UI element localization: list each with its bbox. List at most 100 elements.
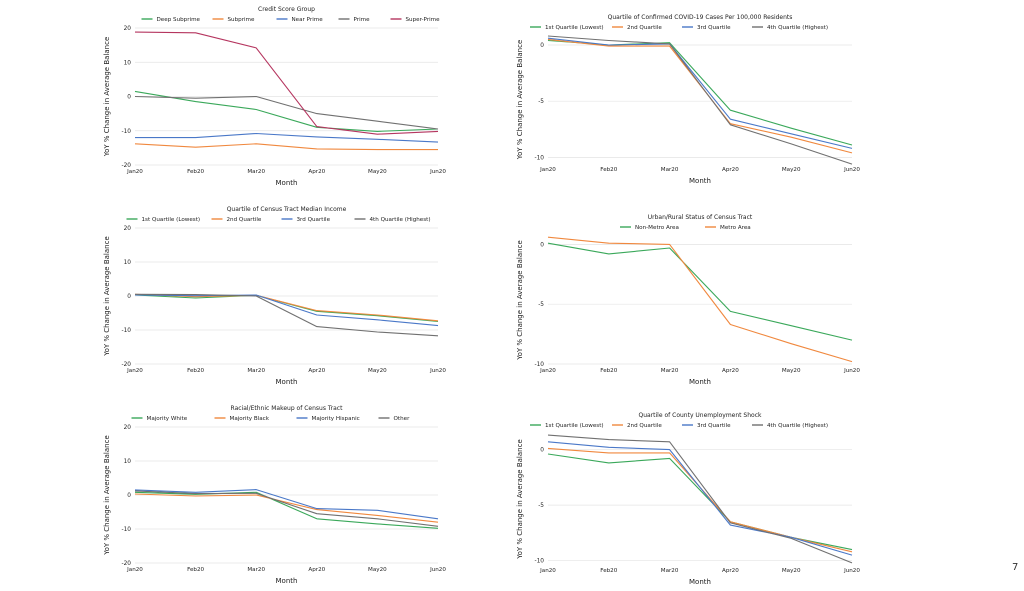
legend-label: Super-Prime [406, 17, 441, 23]
x-tick-label: Mar20 [661, 568, 679, 574]
y-tick-label: -10 [535, 559, 545, 565]
series-line-4th-quartile-highest- [547, 434, 853, 564]
legend-label: 3rd Quartile [297, 217, 331, 223]
chart-6: Quartile of County Unemployment Shock 1st… [516, 412, 860, 586]
y-tick-label: 0 [540, 242, 544, 248]
x-tick-label: Jan20 [539, 368, 556, 374]
series-line-2nd-quartile [547, 447, 853, 553]
y-tick-label: 20 [124, 425, 132, 431]
legend-title: Credit Score Group [258, 6, 315, 13]
x-tick-label: May20 [782, 167, 801, 173]
legend-label: Prime [354, 17, 371, 23]
legend-label: 1st Quartile (Lowest) [545, 25, 604, 31]
x-tick-label: May20 [782, 568, 801, 574]
x-axis-label: Month [276, 378, 298, 386]
legend-title: Quartile of Confirmed COVID-19 Cases Per… [608, 14, 793, 21]
x-tick-label: Feb20 [187, 169, 204, 175]
y-tick-label: -5 [538, 99, 544, 105]
legend-label: 3rd Quartile [697, 25, 731, 31]
x-tick-label: Mar20 [247, 169, 265, 175]
y-axis-label: YoY % Change in Average Balance [516, 439, 524, 560]
x-tick-label: May20 [782, 368, 801, 374]
x-tick-label: Feb20 [600, 368, 617, 374]
y-tick-label: 0 [540, 43, 544, 49]
y-tick-label: 0 [127, 493, 131, 499]
x-tick-label: Jan20 [126, 169, 143, 175]
legend-title: Quartile of County Unemployment Shock [638, 412, 762, 419]
legend-label: 4th Quartile (Highest) [767, 423, 828, 429]
y-axis-label: YoY % Change in Average Balance [516, 240, 524, 361]
x-axis-label: Month [276, 179, 298, 187]
x-tick-label: Apr20 [308, 368, 325, 374]
y-tick-label: 20 [124, 226, 132, 232]
legend-label: Majority Hispanic [312, 416, 360, 422]
series-line-2nd-quartile [134, 293, 439, 322]
x-tick-label: Mar20 [247, 567, 265, 573]
series-line-4th-quartile-highest- [547, 35, 853, 165]
legend-label: 4th Quartile (Highest) [767, 25, 828, 31]
x-tick-label: Jun20 [429, 567, 446, 573]
x-tick-label: Mar20 [661, 368, 679, 374]
series-line-3rd-quartile [547, 441, 853, 556]
legend-label: 3rd Quartile [697, 423, 731, 429]
page-number: 7 [1012, 562, 1019, 573]
legend-title: Racial/Ethnic Makeup of Census Tract [231, 405, 344, 412]
x-tick-label: Jun20 [843, 368, 860, 374]
y-tick-label: -20 [122, 163, 132, 169]
x-axis-label: Month [689, 578, 711, 586]
y-axis-label: YoY % Change in Average Balance [103, 435, 111, 556]
y-axis-label: YoY % Change in Average Balance [103, 236, 111, 357]
y-tick-label: 0 [127, 95, 131, 101]
legend-label: 2nd Quartile [627, 423, 662, 429]
y-tick-label: -5 [538, 503, 544, 509]
y-tick-label: 20 [124, 26, 132, 32]
x-tick-label: Jan20 [539, 568, 556, 574]
y-tick-label: -10 [122, 328, 132, 334]
series-line-majority-hispanic [134, 489, 439, 520]
x-tick-label: Mar20 [661, 167, 679, 173]
x-axis-label: Month [276, 577, 298, 585]
x-tick-label: Jun20 [843, 167, 860, 173]
legend-label: Near Prime [292, 17, 324, 23]
y-tick-label: -20 [122, 561, 132, 567]
x-tick-label: Feb20 [600, 568, 617, 574]
x-tick-label: Jun20 [843, 568, 860, 574]
series-line-2nd-quartile [547, 38, 853, 154]
y-axis-label: YoY % Change in Average Balance [516, 40, 524, 161]
x-tick-label: Feb20 [187, 567, 204, 573]
x-tick-label: Jan20 [126, 368, 143, 374]
series-line-1st-quartile-lowest- [134, 294, 439, 323]
x-tick-label: May20 [368, 567, 387, 573]
legend-label: Majority Black [230, 416, 270, 422]
x-tick-label: Jan20 [126, 567, 143, 573]
legend-label: Other [394, 416, 411, 422]
x-axis-label: Month [689, 378, 711, 386]
chart-1: Credit Score Group Deep Subprime Subprime N… [103, 6, 446, 187]
y-tick-label: -5 [538, 302, 544, 308]
legend-label: Deep Subprime [157, 17, 201, 23]
x-tick-label: Apr20 [722, 368, 739, 374]
series-line-near-prime [135, 132, 439, 143]
legend-label: 1st Quartile (Lowest) [545, 423, 604, 429]
series-line-3rd-quartile [134, 294, 439, 327]
x-axis-label: Month [689, 177, 711, 185]
legend-label: Metro Area [720, 225, 751, 231]
chart-2: Quartile of Confirmed COVID-19 Cases Per… [516, 14, 860, 185]
series-line-4th-quartile-highest- [134, 293, 439, 337]
legend-label: 1st Quartile (Lowest) [142, 217, 201, 223]
y-tick-label: -10 [535, 362, 545, 368]
series-line-prime [134, 95, 439, 130]
legend-label: 2nd Quartile [227, 217, 262, 223]
y-tick-label: -10 [535, 155, 545, 161]
series-line-super-prime [134, 31, 439, 135]
y-tick-label: -20 [122, 362, 132, 368]
x-tick-label: May20 [368, 368, 387, 374]
y-tick-label: 10 [124, 459, 132, 465]
legend-label: Subprime [228, 17, 256, 23]
chart-4: Urban/Rural Status of Census Tract Non-Me… [516, 214, 860, 386]
x-tick-label: Feb20 [187, 368, 204, 374]
series-line-majority-black [134, 493, 439, 523]
legend-label: 2nd Quartile [627, 25, 662, 31]
legend-title: Urban/Rural Status of Census Tract [648, 214, 753, 221]
